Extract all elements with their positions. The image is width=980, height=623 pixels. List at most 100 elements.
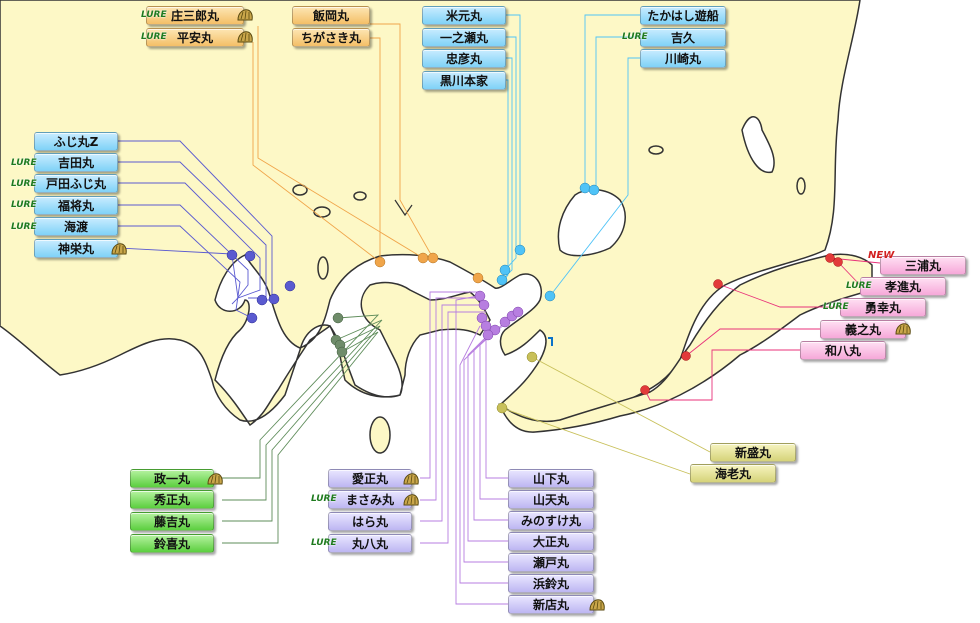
port-dot[interactable] [474,290,486,302]
port-dot[interactable] [514,244,526,256]
boat-label-takahashi[interactable]: たかはし遊船 [640,6,726,25]
port-dot[interactable] [417,252,429,264]
boat-label-chigasaki[interactable]: ちがさき丸 [292,28,370,47]
port-dot[interactable] [544,290,556,302]
boat-label-seto[interactable]: 瀬戸丸 [508,553,594,572]
shellfish-icon [403,473,419,485]
boat-label-koshin[interactable]: 孝進丸 [860,277,946,296]
boat-label-fuji-z[interactable]: ふじ丸Z [34,132,118,151]
port-dot[interactable] [825,253,835,263]
port-dot[interactable] [681,351,691,361]
leader-lines-topcenter [499,14,521,286]
boat-label-yuko[interactable]: 勇幸丸 [840,298,926,317]
boat-label-shinsei[interactable]: 新盛丸 [710,443,796,462]
shellfish-icon [237,31,253,43]
port-dot[interactable] [246,312,258,324]
port-dot[interactable] [713,279,723,289]
island [369,416,391,454]
shellfish-icon [589,599,605,611]
island [796,177,806,195]
port-dot[interactable] [499,316,511,328]
boat-label-shinei[interactable]: 神栄丸 [34,239,118,258]
leader-lines-east [644,257,881,401]
leader-lines-topmid [370,23,434,262]
port-dot[interactable] [482,329,494,341]
shellfish-icon [895,323,911,335]
boat-label-maruhachi[interactable]: 丸八丸 [328,534,412,553]
island [648,145,664,155]
boat-label-hamasuzu[interactable]: 浜鈴丸 [508,574,594,593]
leader-lines-southeast [501,356,711,475]
boat-label-ebi[interactable]: 海老丸 [690,464,776,483]
boat-label-masaichi[interactable]: 政一丸 [130,469,214,488]
port-dot[interactable] [472,272,484,284]
boat-label-wahachi[interactable]: 和八丸 [800,341,886,360]
lure-badge: LURE [11,179,37,189]
port-dot[interactable] [496,274,508,286]
boat-label-heian[interactable]: 平安丸 [146,28,244,47]
lure-badge: LURE [311,538,337,548]
lure-badge: LURE [141,10,167,20]
port-dot[interactable] [332,312,344,324]
boat-label-shozaburo[interactable]: 庄三郎丸 [146,6,244,25]
port-dot[interactable] [512,306,524,318]
leader-lines-topright [549,14,640,297]
port-dot[interactable] [256,294,268,306]
boat-label-fukusho[interactable]: 福将丸 [34,196,118,215]
port-dot[interactable] [478,299,490,311]
boat-label-hidemasa[interactable]: 秀正丸 [130,490,214,509]
pier [548,337,553,346]
shellfish-icon [111,243,127,255]
port-dot[interactable] [496,402,508,414]
port-dot[interactable] [226,249,238,261]
port-dots [226,182,843,414]
boat-label-yoshida[interactable]: 吉田丸 [34,153,118,172]
boat-label-kawasaki[interactable]: 川崎丸 [640,49,726,68]
port-dot[interactable] [336,346,348,358]
boat-label-tadahiko[interactable]: 忠彦丸 [422,49,506,68]
boat-label-yoshiyuki[interactable]: 義之丸 [820,320,906,339]
port-dot[interactable] [526,351,538,363]
lure-badge: LURE [141,32,167,42]
boat-label-minosuke[interactable]: みのすけ丸 [508,511,594,530]
boat-label-toda-fuji[interactable]: 戸田ふじ丸 [34,174,118,193]
lure-badge: LURE [11,158,37,168]
lake [741,116,775,174]
island [292,184,308,196]
port-dot[interactable] [244,250,256,262]
boat-label-masami[interactable]: まさみ丸 [328,490,412,509]
boat-label-miura[interactable]: 三浦丸 [880,256,966,275]
port-dot[interactable] [588,184,600,196]
river [394,199,413,217]
island [317,256,329,280]
boat-label-iioka[interactable]: 飯岡丸 [292,6,370,25]
port-dot[interactable] [640,385,650,395]
boat-label-yamaten[interactable]: 山天丸 [508,490,594,509]
lure-badge: LURE [11,222,37,232]
boat-label-suzuki[interactable]: 鈴喜丸 [130,534,214,553]
boat-label-aisho[interactable]: 愛正丸 [328,469,412,488]
boat-label-tokichi[interactable]: 藤吉丸 [130,512,214,531]
new-badge: NEW [868,250,895,261]
boat-label-kaito[interactable]: 海渡 [34,217,118,236]
port-dot[interactable] [268,293,280,305]
lure-badge: LURE [11,200,37,210]
port-dot[interactable] [284,280,296,292]
lure-badge: LURE [622,32,648,42]
island [353,191,367,201]
port-dot[interactable] [833,257,843,267]
port-dot[interactable] [499,264,511,276]
boat-label-yoshihisa[interactable]: 吉久 [640,28,726,47]
boat-label-yonemoto[interactable]: 米元丸 [422,6,506,25]
boat-label-kurokawa[interactable]: 黒川本家 [422,71,506,90]
boat-label-ichinose[interactable]: 一之瀬丸 [422,28,506,47]
boat-label-taisho[interactable]: 大正丸 [508,532,594,551]
port-dot[interactable] [374,256,386,268]
port-dot[interactable] [579,182,591,194]
lake [557,188,626,257]
boat-label-hara[interactable]: はら丸 [328,512,412,531]
port-dot[interactable] [427,252,439,264]
boat-label-yamashita[interactable]: 山下丸 [508,469,594,488]
port-dot[interactable] [480,320,492,332]
boat-label-shinten[interactable]: 新店丸 [508,595,594,614]
